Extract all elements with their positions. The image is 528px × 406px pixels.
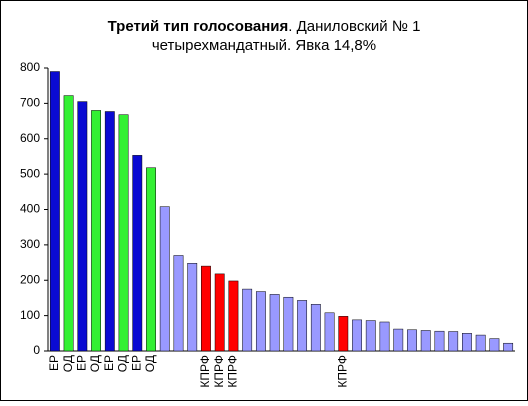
bar [118,114,129,352]
x-tick-label: ЕР [129,355,143,371]
y-tick-label: 700 [20,96,40,110]
bar [324,312,335,352]
x-tick-label: ЕР [75,355,89,371]
bar [242,288,253,352]
bar [283,296,294,352]
bar [214,273,225,352]
bar [310,304,321,352]
x-tick-label: ОД [116,355,130,372]
bar [49,71,60,352]
x-tick-label: ЕР [102,355,116,371]
bar [503,342,514,352]
y-tick-label: 300 [20,237,40,251]
bar [379,321,390,352]
x-tick-label: ОД [61,355,75,372]
y-tick-label: 800 [20,60,40,74]
bar [420,330,431,352]
y-tick-label: 600 [20,131,40,145]
bar [269,294,280,352]
chart-title: Третий тип голосования. Даниловский № 1 [108,18,421,35]
x-tick-label: КПРФ [212,355,226,388]
x-tick-label: КПРФ [335,355,349,388]
bar [63,95,74,352]
x-tick-label: КПРФ [226,355,240,388]
x-tick-label: ОД [143,355,157,372]
y-tick-label: 400 [20,202,40,216]
bar [132,155,143,352]
y-tick-label: 500 [20,166,40,180]
y-tick-label: 100 [20,308,40,322]
title-rest: . Даниловский № 1 [288,18,420,35]
bar [352,319,362,352]
y-tick-label: 0 [33,343,40,357]
bar [255,291,266,352]
bar [393,328,404,352]
bar [475,334,486,352]
x-tick-label: КПРФ [198,355,212,388]
chart-subtitle: четырехмандатный. Явка 14,8% [152,37,376,54]
bar [407,329,417,352]
x-tick-label: ОД [88,355,102,372]
bar [434,330,445,352]
title-bold: Третий тип голосования [108,18,289,35]
bar [104,111,115,352]
bar [187,263,198,352]
bar [173,255,184,352]
bar [462,333,472,352]
bar [489,338,500,352]
bar [159,206,170,352]
bar [201,265,211,352]
bar [91,110,101,352]
x-tick-label: ЕР [47,355,61,371]
bar [297,300,308,352]
bar [338,316,349,352]
bar [146,167,156,352]
bar [448,331,459,352]
bar [365,320,376,352]
bar [228,280,239,352]
bar [77,101,88,352]
y-tick-label: 200 [20,272,40,286]
